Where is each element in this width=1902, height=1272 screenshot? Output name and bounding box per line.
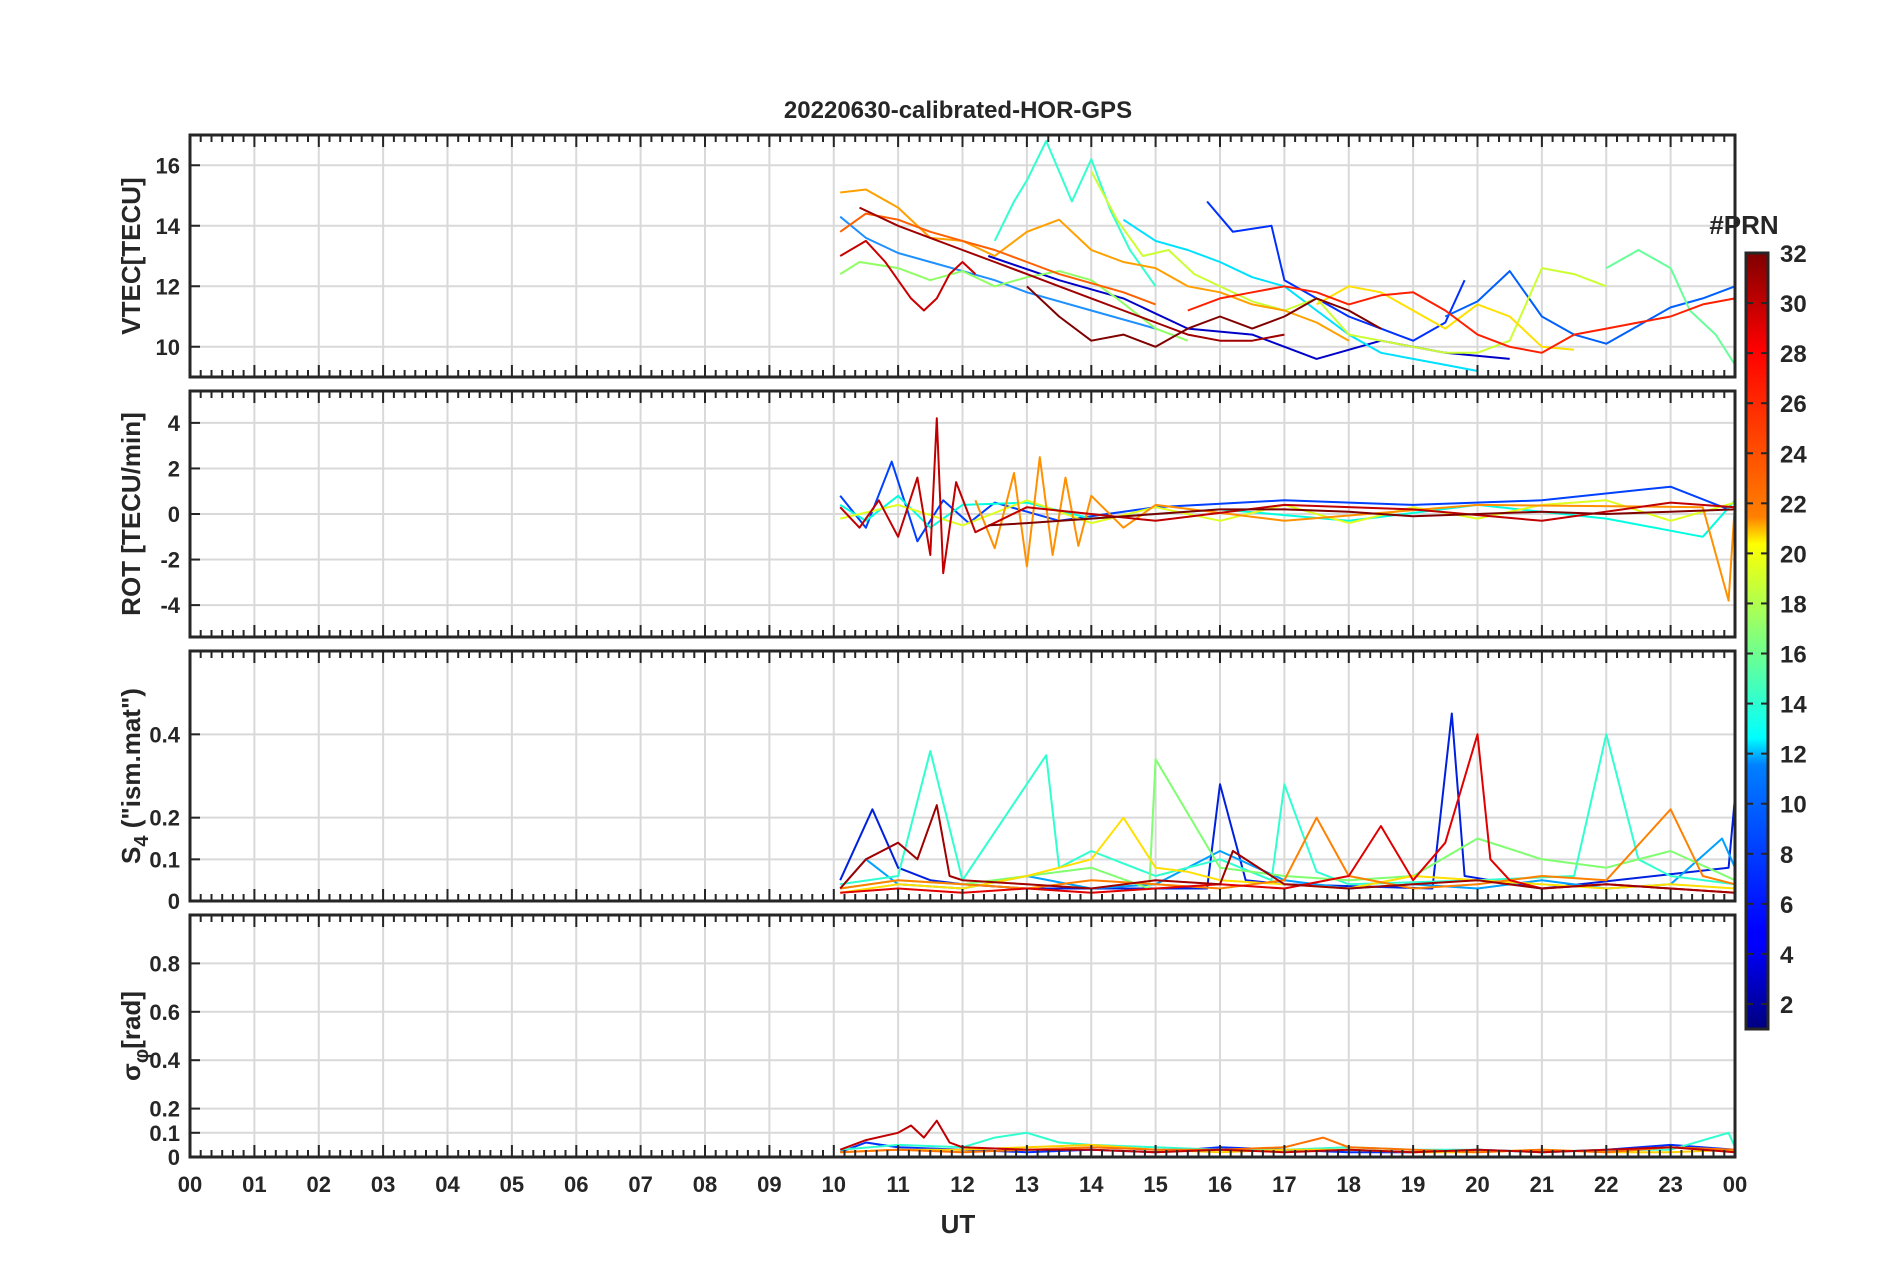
colorbar-tick-label: 2 — [1780, 992, 1793, 1019]
axes-frame — [188, 913, 1737, 1159]
colorbar-tick-label: 22 — [1780, 491, 1807, 518]
colorbar-tick-label: 30 — [1780, 291, 1807, 318]
y-tick-label: 0.6 — [149, 1000, 180, 1025]
x-tick-label: 00 — [1723, 1172, 1747, 1197]
y-tick-label: 0.1 — [149, 847, 180, 872]
colorbar-tick-label: 18 — [1780, 591, 1807, 618]
x-tick-label: 10 — [822, 1172, 846, 1197]
x-tick-label: 21 — [1530, 1172, 1554, 1197]
colorbar-tick-label: 20 — [1780, 541, 1807, 568]
series-line-prn-14 — [993, 140, 1157, 287]
y-tick-label: 4 — [168, 411, 181, 436]
x-tick-label: 00 — [178, 1172, 202, 1197]
series-line-prn-32 — [988, 508, 1736, 527]
x-tick-label: 22 — [1594, 1172, 1618, 1197]
y-axis-label: σφ[rad] — [116, 991, 153, 1081]
colorbar-tick-label: 4 — [1780, 942, 1794, 969]
series-line-prn-32 — [1026, 285, 1382, 348]
y-tick-label: 14 — [156, 214, 181, 239]
axes-frame — [188, 133, 1737, 379]
series-line-prn-30 — [839, 417, 1736, 575]
y-tick-label: 0 — [168, 502, 180, 527]
y-tick-label: 16 — [156, 153, 180, 178]
x-tick-label: 23 — [1658, 1172, 1682, 1197]
series-line-prn-30 — [839, 239, 977, 312]
colorbar-tick-label: 32 — [1780, 241, 1807, 268]
colorbar-tick-label: 26 — [1780, 391, 1807, 418]
panel-vtec: 10 12 14 16 VTEC[TECU] — [116, 133, 1737, 379]
x-tick-label: 15 — [1143, 1172, 1167, 1197]
colorbar-tick-label: 28 — [1780, 341, 1807, 368]
y-tick-label: 0 — [168, 889, 180, 914]
x-tick-label: 04 — [435, 1172, 460, 1197]
colorbar-tick-label: 8 — [1780, 842, 1793, 869]
y-tick-label: 0.2 — [149, 1097, 180, 1122]
series-line-prn-24 — [840, 808, 1736, 890]
series-line-prn-17 — [840, 758, 1736, 890]
colorbar-tick-label: 10 — [1780, 792, 1807, 819]
colorbar-tick-label: 14 — [1780, 692, 1807, 719]
series-line-prn-16 — [839, 261, 1189, 342]
colorbar-label: #PRN — [1709, 210, 1778, 240]
y-tick-label: 12 — [156, 274, 180, 299]
series-line-prn-21 — [840, 816, 1736, 894]
series-line-prn-6 — [839, 460, 1729, 543]
x-tick-label: 09 — [757, 1172, 781, 1197]
x-tick-label: 19 — [1401, 1172, 1425, 1197]
series-line-prn-27 — [1187, 285, 1736, 354]
x-tick-label: 03 — [371, 1172, 395, 1197]
x-tick-label: 12 — [950, 1172, 974, 1197]
x-tick-label: 07 — [628, 1172, 652, 1197]
x-tick-labels: 00 01 02 03 04 05 06 07 08 09 10 11 12 13 14 15 16 17 18 19… — [178, 1172, 1747, 1197]
y-tick-label: 0.4 — [149, 722, 180, 747]
y-tick-label: 0.8 — [149, 951, 180, 976]
colorbar-tick-label: 6 — [1780, 892, 1793, 919]
series-line-prn-31 — [839, 804, 1736, 894]
x-tick-label: 05 — [500, 1172, 524, 1197]
x-tick-label: 20 — [1465, 1172, 1489, 1197]
y-axis-label: S4 ("ism.mat") — [116, 688, 153, 864]
series-line-prn-18 — [1090, 170, 1607, 354]
series-line-prn-31 — [859, 206, 1285, 342]
x-axis-label: UT — [941, 1209, 976, 1239]
x-tick-label: 02 — [307, 1172, 331, 1197]
y-tick-label: 0 — [168, 1145, 180, 1170]
series-line-prn-12 — [1122, 218, 1478, 372]
series-line-prn-15 — [1605, 249, 1736, 366]
y-axis-label: VTEC[TECU] — [116, 177, 146, 334]
y-tick-label: 10 — [156, 335, 180, 360]
series-line-prn-20 — [1316, 285, 1575, 351]
y-tick-label: 0.4 — [149, 1048, 180, 1073]
x-tick-label: 16 — [1208, 1172, 1232, 1197]
axes-frame — [188, 389, 1737, 639]
x-tick-label: 08 — [693, 1172, 717, 1197]
y-tick-label: 0.2 — [149, 806, 180, 831]
x-tick-label: 14 — [1079, 1172, 1104, 1197]
y-tick-label: -4 — [160, 593, 180, 618]
series-line-prn-25 — [839, 212, 1156, 306]
x-tick-label: 18 — [1337, 1172, 1361, 1197]
panel-rot: -4 -2 0 2 4 ROT [TECU/min] — [116, 389, 1737, 639]
figure-title: 20220630-calibrated-HOR-GPS — [784, 97, 1132, 124]
x-tick-label: 13 — [1015, 1172, 1039, 1197]
x-tick-label: 01 — [242, 1172, 266, 1197]
x-tick-label: 06 — [564, 1172, 588, 1197]
colorbar-tick-label: 12 — [1780, 742, 1807, 769]
panel-s4: 0 0.1 0.2 0.4S4 ("ism.mat") — [116, 649, 1737, 914]
panel-sigma-phi: 00.10.2 0.4 0.6 0.8 σφ[rad] — [116, 913, 1737, 1170]
x-tick-label: 11 — [886, 1172, 909, 1197]
axes-frame — [188, 649, 1737, 903]
x-tick-label: 17 — [1272, 1172, 1296, 1197]
colorbar-tick-label: 24 — [1780, 441, 1807, 468]
y-axis-label: ROT [TECU/min] — [116, 412, 146, 616]
y-tick-label: 0.1 — [149, 1121, 180, 1146]
y-tick-label: 2 — [168, 456, 180, 481]
y-tick-label: -2 — [160, 548, 180, 573]
colorbar-tick-label: 16 — [1780, 642, 1807, 669]
colorbar-gradient — [1744, 251, 1770, 1031]
series-line-prn-23 — [974, 456, 1736, 602]
series-line-prn-5 — [1206, 200, 1466, 342]
